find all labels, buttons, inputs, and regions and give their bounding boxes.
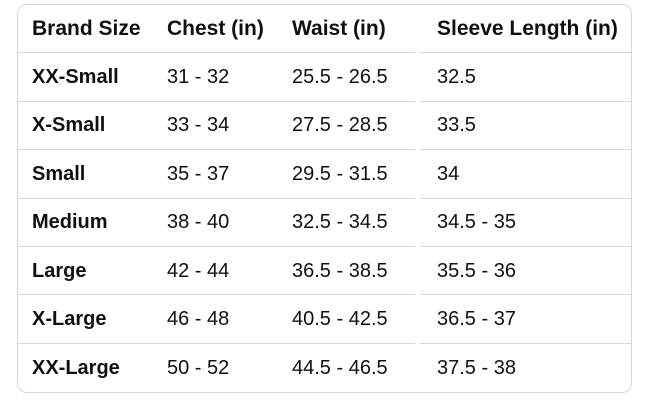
cell-brand-size: Large	[32, 259, 87, 282]
header-cell-brand-size: Brand Size	[32, 17, 141, 41]
row-left-section: XX-Small 31 - 32 25.5 - 26.5	[18, 53, 415, 102]
table-header-row: Brand Size Chest (in) Waist (in) Sleeve …	[18, 5, 631, 54]
row-right-section: 32.5	[420, 53, 631, 102]
cell-sleeve-length: 32.5	[437, 66, 476, 89]
cell-sleeve-length: 34.5 - 35	[437, 211, 516, 234]
row-right-section: 36.5 - 37	[420, 295, 631, 344]
header-cell-sleeve-length: Sleeve Length (in)	[437, 17, 618, 41]
row-left-section: X-Large 46 - 48 40.5 - 42.5	[18, 295, 415, 344]
cell-chest: 33 - 34	[167, 114, 230, 137]
cell-sleeve-length: 35.5 - 36	[437, 259, 516, 282]
cell-waist: 27.5 - 28.5	[292, 114, 388, 137]
cell-brand-size: XX-Small	[32, 66, 119, 89]
row-right-section: 37.5 - 38	[420, 344, 631, 392]
cell-sleeve-length: 37.5 - 38	[437, 356, 516, 379]
cell-chest: 42 - 44	[167, 259, 230, 282]
cell-brand-size: X-Large	[32, 307, 107, 330]
row-left-section: Small 35 - 37 29.5 - 31.5	[18, 150, 415, 199]
cell-chest: 35 - 37	[167, 162, 230, 185]
table-row: Medium 38 - 40 32.5 - 34.5 34.5 - 35	[18, 199, 631, 247]
header-cell-waist: Waist (in)	[292, 17, 386, 41]
row-right-section: 34	[420, 150, 631, 199]
table-row: X-Small 33 - 34 27.5 - 28.5 33.5	[18, 102, 631, 151]
cell-sleeve-length: 36.5 - 37	[437, 307, 516, 330]
cell-brand-size: Medium	[32, 211, 108, 234]
cell-brand-size: XX-Large	[32, 356, 120, 379]
row-left-section: Large 42 - 44 36.5 - 38.5	[18, 247, 415, 296]
size-chart-table: Brand Size Chest (in) Waist (in) Sleeve …	[17, 4, 632, 393]
table-row: X-Large 46 - 48 40.5 - 42.5 36.5 - 37	[18, 295, 631, 344]
table-row: Large 42 - 44 36.5 - 38.5 35.5 - 36	[18, 247, 631, 296]
cell-chest: 50 - 52	[167, 356, 230, 379]
row-right-section: 33.5	[420, 102, 631, 151]
cell-chest: 46 - 48	[167, 307, 230, 330]
cell-sleeve-length: 34	[437, 162, 460, 185]
cell-waist: 44.5 - 46.5	[292, 356, 388, 379]
row-left-section: Medium 38 - 40 32.5 - 34.5	[18, 199, 415, 247]
row-left-section: XX-Large 50 - 52 44.5 - 46.5	[18, 344, 415, 392]
header-left-section: Brand Size Chest (in) Waist (in)	[18, 5, 415, 54]
table-row: XX-Small 31 - 32 25.5 - 26.5 32.5	[18, 53, 631, 102]
header-right-section: Sleeve Length (in)	[420, 5, 631, 54]
cell-waist: 29.5 - 31.5	[292, 162, 388, 185]
cell-waist: 40.5 - 42.5	[292, 307, 388, 330]
cell-chest: 31 - 32	[167, 66, 230, 89]
row-right-section: 34.5 - 35	[420, 199, 631, 247]
cell-brand-size: X-Small	[32, 114, 106, 137]
cell-sleeve-length: 33.5	[437, 114, 476, 137]
table-row: XX-Large 50 - 52 44.5 - 46.5 37.5 - 38	[18, 344, 631, 392]
row-right-section: 35.5 - 36	[420, 247, 631, 296]
header-cell-chest: Chest (in)	[167, 17, 264, 41]
row-left-section: X-Small 33 - 34 27.5 - 28.5	[18, 102, 415, 151]
cell-brand-size: Small	[32, 162, 86, 185]
cell-waist: 25.5 - 26.5	[292, 66, 388, 89]
cell-chest: 38 - 40	[167, 211, 230, 234]
cell-waist: 32.5 - 34.5	[292, 211, 388, 234]
table-row: Small 35 - 37 29.5 - 31.5 34	[18, 150, 631, 199]
cell-waist: 36.5 - 38.5	[292, 259, 388, 282]
